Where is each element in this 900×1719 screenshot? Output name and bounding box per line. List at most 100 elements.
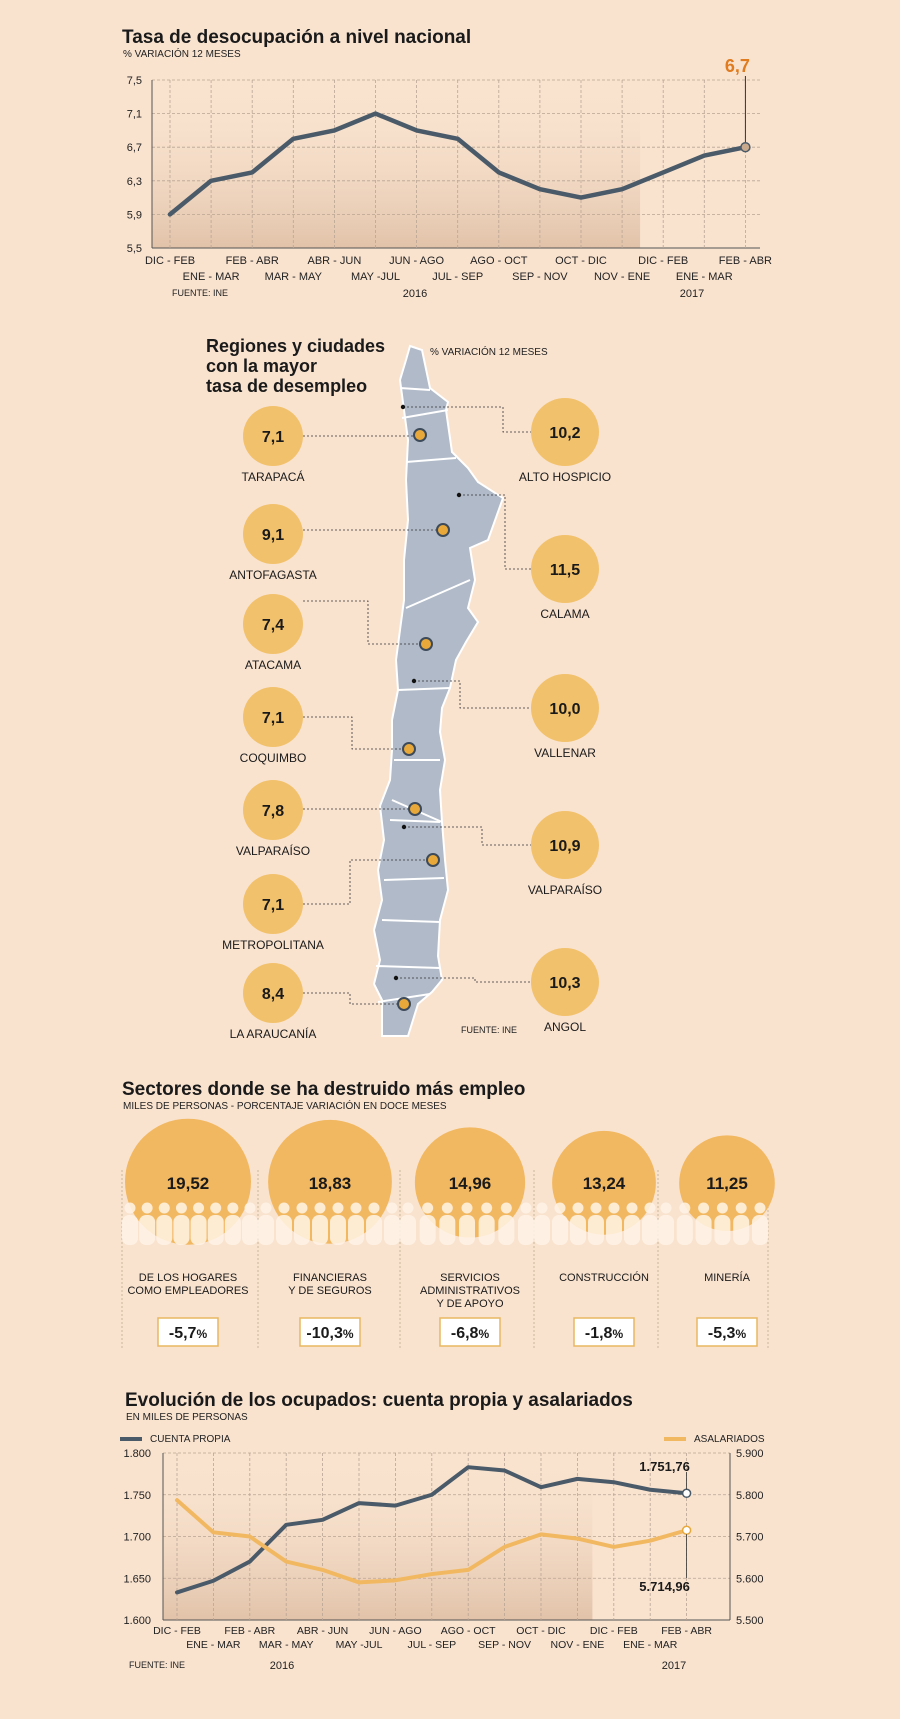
person-body [312,1215,328,1245]
chart4-x-tick: ABR - JUN [297,1625,348,1637]
person-body [459,1215,475,1245]
person-body [714,1215,730,1245]
sector-value: 14,96 [449,1174,492,1193]
region-value: 7,8 [262,803,284,820]
person-body [348,1215,364,1245]
map-title-line-2: con la mayor [206,356,317,376]
person-head [210,1203,221,1214]
person-head [369,1203,380,1214]
chart1-x-tick: FEB - ABR [719,255,772,267]
sector-value: 11,25 [706,1174,748,1193]
person-body [139,1215,155,1245]
person-body [420,1215,436,1245]
chart3-title: Sectores donde se ha destruido más emple… [122,1079,525,1100]
person-body [677,1215,693,1245]
person-body [624,1215,640,1245]
region-value: 7,1 [262,897,284,914]
person-icon [534,1203,550,1246]
chart4-x-tick: MAY -JUL [336,1639,383,1651]
chart1-year-2017: 2017 [680,288,704,300]
person-body [696,1215,712,1245]
person-head [159,1203,170,1214]
chart1-x-tick: MAY -JUL [351,271,400,283]
person-body [191,1215,207,1245]
chart1-x-tick: JUN - AGO [389,255,444,267]
person-icon [518,1203,534,1246]
person-body [658,1215,674,1245]
person-head [462,1203,473,1214]
person-head [609,1203,620,1214]
chart1-highlight-point [741,143,750,152]
city-name: VALLENAR [534,746,596,760]
region-value: 9,1 [262,527,284,544]
person-body [570,1215,586,1245]
sector-pct-value: -10,3 [306,1325,343,1342]
region-name: TARAPACÁ [242,469,305,484]
chart4-x-tick: OCT - DIC [516,1625,566,1637]
person-body [752,1215,768,1245]
person-head [261,1203,272,1214]
person-body [330,1215,346,1245]
person-body [439,1215,455,1245]
person-icon [258,1203,274,1246]
chart4-x-tick: FEB - ABR [224,1625,275,1637]
region-value: 8,4 [262,986,284,1003]
region-marker [427,854,439,866]
chart1-x-tick: AGO - OCT [470,255,528,267]
sector-name: ADMINISTRATIVOS [420,1285,520,1297]
chart4-right-tick: 5.800 [736,1490,764,1502]
person-body [733,1215,749,1245]
sector-pct: -5,3% [708,1325,747,1342]
person-body [366,1215,382,1245]
sector-name: CONSTRUCCIÓN [559,1271,649,1284]
map-source: FUENTE: INE [461,1025,517,1035]
employment-evolution-chart: Evolución de los ocupados: cuenta propia… [120,1390,765,1672]
chart1-title: Tasa de desocupación a nivel nacional [122,27,471,48]
chart4-end-point [683,1526,691,1534]
person-head [142,1203,153,1214]
region-name: LA ARAUCANÍA [230,1026,317,1041]
city-marker [394,976,398,980]
chart4-right-tick: 5.600 [736,1573,764,1585]
chart4-end-point [683,1489,691,1497]
city-value: 10,2 [549,425,580,442]
sector-name: COMO EMPLEADORES [127,1285,248,1297]
people-silhouettes [122,1203,768,1246]
person-head [661,1203,672,1214]
sector-name: SERVICIOS [440,1272,500,1284]
person-head [193,1203,204,1214]
person-body [173,1215,189,1245]
person-body [642,1215,658,1245]
person-body [552,1215,568,1245]
person-head [555,1203,566,1214]
region-value: 7,4 [262,617,284,634]
chart4-x-tick: DIC - FEB [153,1625,201,1637]
person-head [679,1203,690,1214]
chart4-x-tick: AGO - OCT [441,1625,496,1637]
unemployment-rate-chart: Tasa de desocupación a nivel nacional % … [122,27,772,300]
map-subtitle: % VARIACIÓN 12 MESES [430,345,548,358]
chart4-left-tick: 1.750 [123,1490,151,1502]
person-body [258,1215,274,1245]
person-body [294,1215,310,1245]
region-marker [409,803,421,815]
person-body [518,1215,534,1245]
person-icon [384,1203,400,1246]
person-head [645,1203,656,1214]
sector-name: FINANCIERAS [293,1272,367,1284]
sector-pct: -1,8% [585,1325,624,1342]
chart4-right-tick: 5.900 [736,1448,764,1460]
chart1-y-tick: 5,5 [127,243,142,255]
person-head [387,1203,398,1214]
region-marker [398,998,410,1010]
chart1-y-tick: 6,7 [127,142,142,154]
map-title-line-1: Regiones y ciudades [206,336,385,356]
person-body [208,1215,224,1245]
chart4-shade-2016 [163,1453,592,1620]
legend-cuenta-propia-label: CUENTA PROPIA [150,1434,231,1445]
region-marker [420,638,432,650]
chart4-subtitle: EN MILES DE PERSONAS [126,1412,248,1423]
